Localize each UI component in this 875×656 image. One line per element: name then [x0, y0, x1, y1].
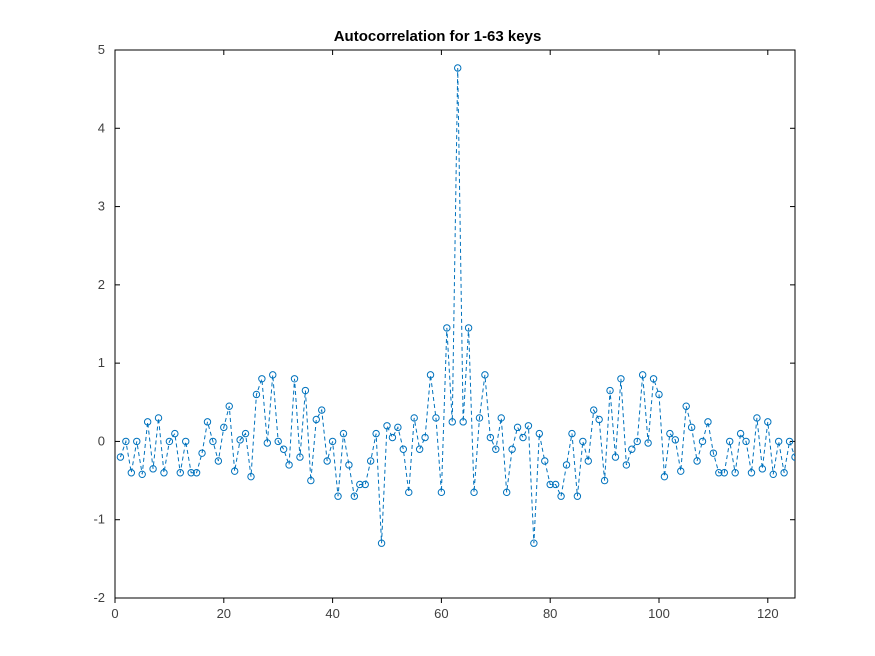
x-tick-label: 100 [648, 606, 670, 621]
y-tick-label: 4 [98, 120, 105, 135]
x-tick-label: 0 [111, 606, 118, 621]
chart-title: Autocorrelation for 1-63 keys [0, 28, 875, 45]
y-tick-label: 2 [98, 277, 105, 292]
x-tick-label: 40 [325, 606, 339, 621]
y-tick-label: -2 [93, 590, 105, 605]
chart-plot-area: 020406080100120-2-1012345 [0, 0, 875, 656]
figure: Autocorrelation for 1-63 keys 0204060801… [0, 0, 875, 656]
y-tick-label: 1 [98, 355, 105, 370]
x-tick-label: 80 [543, 606, 557, 621]
y-tick-label: 0 [98, 433, 105, 448]
y-tick-label: -1 [93, 512, 105, 527]
y-tick-label: 3 [98, 199, 105, 214]
x-tick-label: 20 [217, 606, 231, 621]
x-tick-label: 120 [757, 606, 779, 621]
axes-box [115, 50, 795, 598]
x-tick-label: 60 [434, 606, 448, 621]
